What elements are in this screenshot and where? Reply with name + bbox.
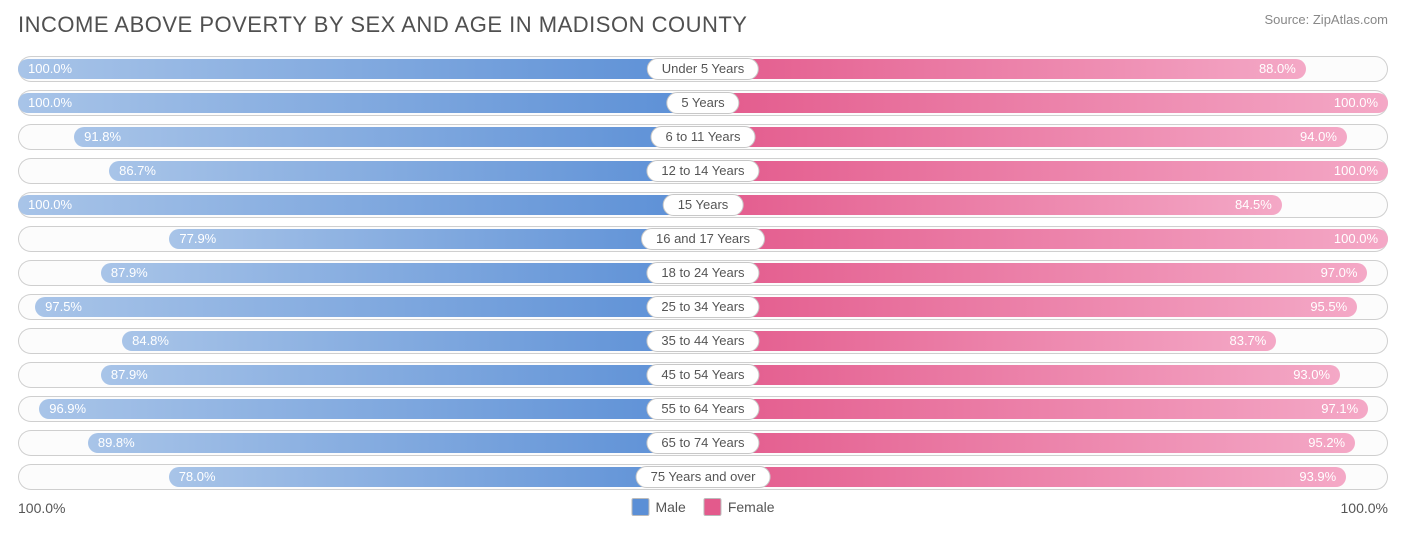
female-value: 83.7% <box>1219 331 1276 351</box>
male-bar <box>18 195 703 215</box>
female-value: 93.0% <box>1283 365 1340 385</box>
chart-row: 86.7% 100.0% 12 to 14 Years <box>18 158 1388 184</box>
axis-left-label: 100.0% <box>18 500 65 516</box>
female-bar <box>703 161 1388 181</box>
male-bar <box>88 433 703 453</box>
male-value: 84.8% <box>122 331 179 351</box>
male-bar <box>18 59 703 79</box>
category-label: 6 to 11 Years <box>651 126 756 148</box>
chart-title: INCOME ABOVE POVERTY BY SEX AND AGE IN M… <box>18 12 747 38</box>
category-label: 65 to 74 Years <box>646 432 759 454</box>
male-bar <box>18 93 703 113</box>
female-bar <box>703 433 1355 453</box>
chart-row: 87.9% 93.0% 45 to 54 Years <box>18 362 1388 388</box>
male-bar <box>39 399 703 419</box>
female-bar <box>703 195 1282 215</box>
category-label: 45 to 54 Years <box>646 364 759 386</box>
female-value: 100.0% <box>1324 93 1388 113</box>
chart-row: 89.8% 95.2% 65 to 74 Years <box>18 430 1388 456</box>
male-value: 96.9% <box>39 399 96 419</box>
chart-row: 91.8% 94.0% 6 to 11 Years <box>18 124 1388 150</box>
male-bar <box>74 127 703 147</box>
female-value: 100.0% <box>1324 161 1388 181</box>
male-value: 100.0% <box>18 195 82 215</box>
female-bar <box>703 263 1367 283</box>
chart-row: 100.0% 100.0% 5 Years <box>18 90 1388 116</box>
male-value: 91.8% <box>74 127 131 147</box>
male-value: 87.9% <box>101 263 158 283</box>
male-value: 86.7% <box>109 161 166 181</box>
category-label: 15 Years <box>663 194 744 216</box>
female-bar <box>703 127 1347 147</box>
male-value: 89.8% <box>88 433 145 453</box>
female-value: 97.1% <box>1311 399 1368 419</box>
male-bar <box>169 467 703 487</box>
male-value: 77.9% <box>169 229 226 249</box>
axis-right-label: 100.0% <box>1341 500 1388 516</box>
category-label: 35 to 44 Years <box>646 330 759 352</box>
male-bar <box>169 229 703 249</box>
male-value: 78.0% <box>169 467 226 487</box>
female-value: 97.0% <box>1311 263 1368 283</box>
female-bar <box>703 297 1357 317</box>
female-value: 100.0% <box>1324 229 1388 249</box>
legend-male-label: Male <box>655 499 685 515</box>
male-value: 87.9% <box>101 365 158 385</box>
male-value: 100.0% <box>18 93 82 113</box>
male-bar <box>122 331 703 351</box>
female-bar <box>703 467 1346 487</box>
swatch-female <box>704 498 722 516</box>
source-label: Source: ZipAtlas.com <box>1264 12 1388 27</box>
category-label: 5 Years <box>666 92 739 114</box>
legend-male: Male <box>631 498 685 516</box>
chart-row: 84.8% 83.7% 35 to 44 Years <box>18 328 1388 354</box>
chart-row: 97.5% 95.5% 25 to 34 Years <box>18 294 1388 320</box>
male-value: 97.5% <box>35 297 92 317</box>
category-label: Under 5 Years <box>647 58 759 80</box>
female-bar <box>703 331 1276 351</box>
female-bar <box>703 93 1388 113</box>
female-value: 94.0% <box>1290 127 1347 147</box>
category-label: 16 and 17 Years <box>641 228 765 250</box>
male-bar <box>35 297 703 317</box>
female-value: 95.5% <box>1300 297 1357 317</box>
female-value: 93.9% <box>1289 467 1346 487</box>
swatch-male <box>631 498 649 516</box>
chart-row: 96.9% 97.1% 55 to 64 Years <box>18 396 1388 422</box>
diverging-bar-chart: 100.0% 88.0% Under 5 Years 100.0% 100.0% 5 Ye… <box>18 56 1388 490</box>
female-value: 88.0% <box>1249 59 1306 79</box>
female-bar <box>703 59 1306 79</box>
legend: Male Female <box>631 498 774 516</box>
male-value: 100.0% <box>18 59 82 79</box>
legend-female: Female <box>704 498 775 516</box>
category-label: 75 Years and over <box>636 466 771 488</box>
chart-row: 100.0% 88.0% Under 5 Years <box>18 56 1388 82</box>
chart-row: 77.9% 100.0% 16 and 17 Years <box>18 226 1388 252</box>
chart-row: 87.9% 97.0% 18 to 24 Years <box>18 260 1388 286</box>
female-value: 95.2% <box>1298 433 1355 453</box>
female-bar <box>703 229 1388 249</box>
female-value: 84.5% <box>1225 195 1282 215</box>
female-bar <box>703 365 1340 385</box>
male-bar <box>101 263 703 283</box>
category-label: 25 to 34 Years <box>646 296 759 318</box>
male-bar <box>109 161 703 181</box>
category-label: 55 to 64 Years <box>646 398 759 420</box>
category-label: 12 to 14 Years <box>646 160 759 182</box>
chart-row: 78.0% 93.9% 75 Years and over <box>18 464 1388 490</box>
chart-row: 100.0% 84.5% 15 Years <box>18 192 1388 218</box>
male-bar <box>101 365 703 385</box>
female-bar <box>703 399 1368 419</box>
legend-female-label: Female <box>728 499 775 515</box>
category-label: 18 to 24 Years <box>646 262 759 284</box>
